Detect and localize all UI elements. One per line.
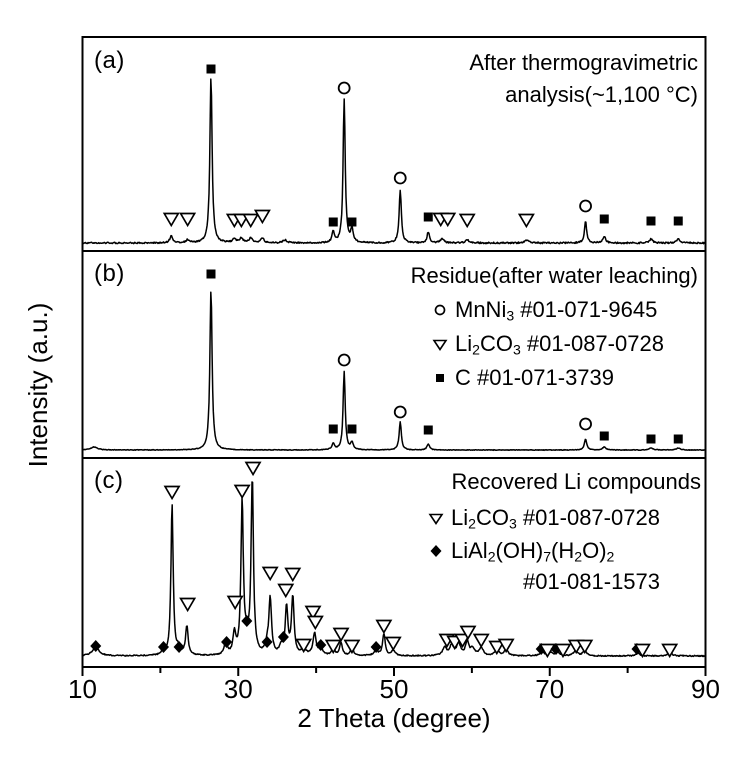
triangle-marker [253,209,271,225]
panel-b-letter: (b) [94,260,125,287]
legend-item-text: Li2CO3 #01-087-0728 [455,330,664,358]
triangle-marker [517,213,535,229]
square-marker [206,64,216,74]
triangle-marker [384,636,402,652]
x-tick-label: 10 [68,674,97,704]
square-marker [328,424,338,434]
triangle-marker [661,643,679,659]
square-marker [646,434,656,444]
circle-marker [337,353,351,367]
square-marker [673,434,683,444]
triangle-marker [304,605,322,621]
triangle-marker [162,212,180,228]
square-marker [423,425,433,435]
triangle-marker [179,212,197,228]
legend-item-text: C #01-071-3739 [455,365,615,390]
triangle-marker [324,639,342,655]
circle-legend-icon [434,304,446,316]
panel-a-title-line2: analysis(~1,100 °C) [505,82,698,107]
xrd-trace-b [82,291,706,452]
square-marker [206,269,216,279]
diamond-marker [241,615,253,627]
triangle-marker [179,597,197,613]
y-axis-label: Intensity (a.u.) [23,302,53,468]
triangle-marker [163,485,181,501]
square-marker [673,216,683,226]
circle-marker [579,199,592,213]
x-axis-label: 2 Theta (degree) [297,703,491,733]
panel-b-title: Residue(after water leaching) [410,263,698,288]
panel-a-letter: (a) [94,47,125,74]
diamond-marker [173,641,185,653]
legend-item: MnNi3 #01-071-9645 [432,297,657,323]
square-legend-icon [436,374,444,382]
legend-item-text: #01-081-1573 [523,569,661,594]
square-marker [599,214,609,224]
legend-item: LiAl2(OH)7(H2O)2 [428,538,614,564]
legend-item-text: LiAl2(OH)7(H2O)2 [451,537,615,565]
triangle-marker [439,212,457,228]
x-tick-label: 30 [223,674,253,704]
legend-item: C #01-071-3739 [432,365,614,391]
legend-item-text: Li2CO3 #01-087-0728 [451,504,660,532]
triangle-marker [295,638,313,654]
diamond-legend-icon [430,545,442,557]
triangle-marker [538,643,556,659]
triangle-marker [459,625,477,641]
triangle-marker [233,484,251,500]
panel-c-letter: (c) [94,467,124,494]
triangle-marker [284,567,302,583]
diamond-marker [157,641,169,653]
triangle-marker [242,213,260,229]
triangle-marker [633,643,651,659]
circle-marker [337,81,351,95]
legend-item-text: MnNi3 #01-071-9645 [455,296,658,324]
triangle-marker [497,638,515,654]
triangle-marker [488,640,506,656]
square-marker [646,216,656,226]
triangle-marker [554,643,572,659]
square-marker [423,212,433,222]
legend-item: Li2CO3 #01-087-0728 [432,331,664,357]
x-tick-label: 90 [691,674,720,704]
diamond-marker [315,639,327,651]
xrd-trace-a [82,78,707,245]
triangle-marker [458,213,476,229]
diamond-marker [277,631,289,643]
triangle-marker [306,615,324,631]
triangle-marker [454,633,472,649]
triangle-marker [576,639,594,655]
panel-c-title: Recovered Li compounds [451,469,701,494]
diamond-marker [370,641,382,653]
x-tick-label: 70 [535,674,565,704]
triangle-marker [261,566,279,582]
circle-marker [393,405,407,419]
x-tick-label: 50 [379,674,409,704]
diamond-marker [221,636,233,648]
triangle-marker [277,583,295,599]
diamond-marker [261,636,273,648]
square-marker [599,431,609,441]
triangle-marker [332,627,350,643]
circle-marker [579,417,592,431]
xrd-trace-c [82,481,706,658]
square-marker [347,424,357,434]
triangle-marker [375,619,393,635]
circle-marker [393,171,407,185]
legend-item: #01-081-1573 [523,569,660,595]
triangle-legend-icon [428,513,444,525]
panel-a-title-line1: After thermogravimetric [469,50,698,75]
triangle-marker [343,639,361,655]
triangle-legend-icon [432,339,448,351]
diamond-marker [90,640,102,652]
triangle-marker [226,595,244,611]
legend-item: Li2CO3 #01-087-0728 [428,505,660,531]
square-marker [347,217,357,227]
square-marker [328,217,338,227]
triangle-marker [472,633,490,649]
triangle-marker [244,461,262,477]
